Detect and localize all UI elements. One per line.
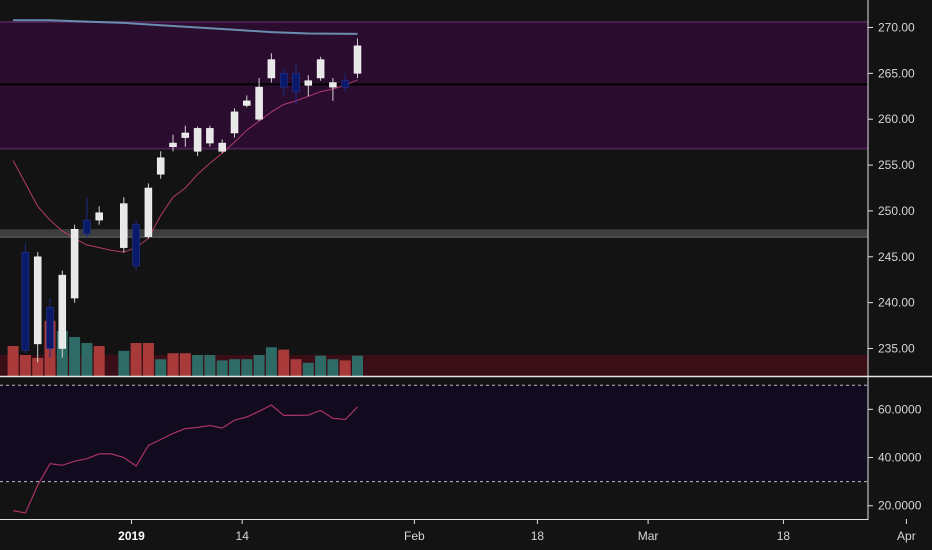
time-tick-label: 2019: [118, 529, 145, 543]
volume-bar: [216, 360, 228, 376]
volume-bar: [69, 337, 81, 376]
volume-bar: [315, 355, 327, 376]
price-tick-label: 235.00: [878, 341, 915, 355]
candle-body: [132, 224, 140, 267]
time-tick-label: 14: [236, 529, 250, 543]
moving-average-long: [13, 19, 358, 35]
volume-bar: [7, 346, 19, 376]
volume-bar: [339, 360, 351, 376]
candle-body: [46, 306, 54, 349]
volume-bar: [192, 355, 204, 376]
price-tick-label: 240.00: [878, 296, 915, 310]
candle-body: [193, 128, 202, 152]
time-tick-label: 18: [531, 529, 545, 543]
candle-body: [279, 73, 288, 88]
oscillator-tick-label: 40.0000: [878, 451, 922, 465]
volume-bar: [93, 346, 105, 376]
oscillator-band-fill: [0, 385, 868, 482]
volume-bar: [253, 355, 265, 376]
oscillator-pane: 20.0000 40.0000 60.0000: [0, 378, 922, 519]
candle-body: [304, 80, 313, 86]
candle-body: [206, 128, 214, 144]
volume-bar: [241, 359, 253, 376]
oscillator-line: [12, 404, 358, 514]
candle-body: [169, 142, 177, 147]
candle-body: [341, 80, 349, 88]
volume-bar: [327, 359, 339, 376]
candle-body: [255, 86, 263, 120]
volume-bar: [290, 359, 302, 376]
volume-bar: [155, 359, 167, 376]
candle-body: [181, 132, 190, 138]
volume-bar: [265, 347, 277, 376]
candle-body: [353, 45, 362, 74]
price-pane: 235.00 240.00 245.00 250.00 255.00 260.00 265.…: [0, 0, 932, 520]
candle-body: [292, 73, 300, 92]
candle-body: [21, 251, 30, 351]
volume-bar: [167, 353, 179, 376]
candle-body: [83, 219, 91, 235]
candle-body: [33, 256, 42, 345]
volume-bar: [179, 353, 191, 376]
candle-body: [120, 203, 128, 248]
price-tick-label: 250.00: [878, 204, 915, 218]
time-axis: 2019 14 Feb 18 Mar 18 Apr: [0, 519, 916, 543]
volume-bar: [32, 358, 44, 376]
candle-body: [267, 59, 276, 79]
candle-body: [95, 212, 103, 221]
volume-bar: [142, 343, 154, 376]
candle-body: [58, 274, 67, 349]
price-tick-label: 255.00: [878, 158, 915, 172]
oscillator-tick-label: 60.0000: [878, 402, 922, 416]
volume-bar: [19, 355, 31, 376]
candle-body: [316, 59, 325, 79]
volume-bar: [302, 362, 314, 376]
candle-body: [230, 111, 239, 134]
lower-zone: [0, 354, 868, 376]
time-tick-label: 18: [777, 529, 791, 543]
price-tick-label: 260.00: [878, 112, 915, 126]
volume-bar: [81, 343, 93, 376]
gray-band: [0, 229, 868, 237]
oscillator-tick-label: 20.0000: [878, 499, 922, 513]
time-tick-label: Feb: [404, 529, 425, 543]
candle-body: [243, 100, 251, 106]
price-tick-label: 245.00: [878, 250, 915, 264]
candle-body: [144, 187, 153, 237]
volume-bar: [278, 349, 290, 376]
volume-bar: [204, 355, 216, 376]
price-tick-label: 265.00: [878, 66, 915, 80]
candle-body: [156, 157, 165, 175]
volume-bar: [352, 355, 363, 376]
candle-body: [70, 229, 79, 299]
volume-bar: [130, 343, 142, 376]
candle-body: [329, 82, 337, 88]
candle-body: [218, 142, 226, 152]
volume-bar: [229, 359, 240, 376]
volume-bar: [118, 350, 130, 376]
price-tick-label: 270.00: [878, 21, 915, 35]
time-tick-label: Apr: [897, 529, 916, 543]
moving-average-short: [12, 79, 358, 253]
time-tick-label: Mar: [638, 529, 659, 543]
